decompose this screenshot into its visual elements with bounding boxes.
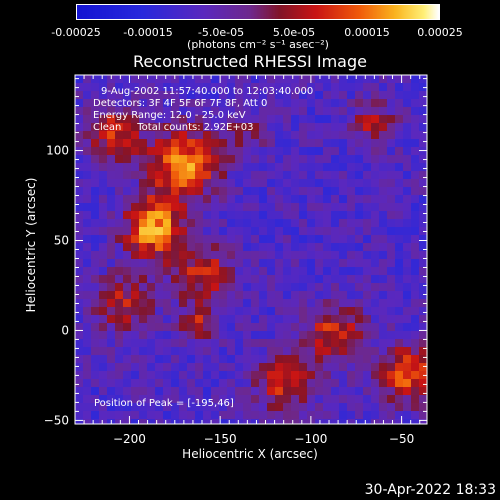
- y-axis-label: Heliocentric Y (arcsec): [24, 177, 38, 313]
- chart-title: Reconstructed RHESSI Image: [133, 52, 367, 71]
- x-axis-label: Heliocentric X (arcsec): [182, 447, 318, 461]
- colorbar-tick: -0.00025: [51, 26, 101, 39]
- x-tick-label: −150: [204, 432, 237, 446]
- energy-range: Energy Range: 12.0 - 25.0 keV: [93, 110, 246, 121]
- y-tick-label: −50: [44, 413, 69, 427]
- detectors: Detectors: 3F 4F 5F 6F 7F 8F, Att 0: [93, 98, 268, 109]
- time-range: 9-Aug-2002 11:57:40.000 to 12:03:40.000: [101, 86, 314, 97]
- colorbar: [76, 4, 440, 20]
- colorbar-units: (photons cm⁻² s⁻¹ asec⁻²): [187, 38, 329, 51]
- y-tick-label: 100: [46, 144, 69, 158]
- colorbar-tick: 0.00025: [417, 26, 463, 39]
- y-tick-label: 0: [61, 323, 69, 337]
- colorbar-tick: 0.00015: [344, 26, 390, 39]
- timestamp: 30-Apr-2022 18:33: [364, 482, 496, 498]
- x-tick-label: −50: [389, 432, 414, 446]
- y-tick-label: 50: [54, 234, 69, 248]
- clean-total-counts: Clean Total counts: 2.92E+03: [93, 122, 254, 133]
- x-tick-label: −100: [294, 432, 327, 446]
- colorbar-tick: -0.00015: [123, 26, 173, 39]
- colorbar-tick: 5.0e-05: [272, 26, 316, 39]
- x-tick-label: −200: [113, 432, 146, 446]
- peak-position: Position of Peak = [-195,46]: [94, 398, 234, 409]
- colorbar-tick: -5.0e-05: [197, 26, 245, 39]
- axes: −200 −150 −100 −50 −50 0 50 100: [44, 75, 427, 446]
